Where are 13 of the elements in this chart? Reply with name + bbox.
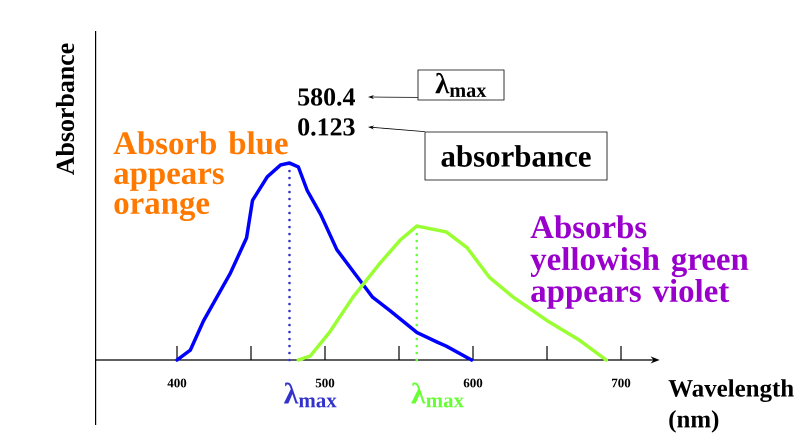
annotation: Absorb blue appears orange	[114, 131, 288, 222]
x-tick-label: 500	[316, 378, 334, 388]
annotation: Absorbs yellowish green appears violet	[530, 215, 748, 309]
ref-line-label: λ$_{max}$	[411, 382, 464, 408]
text: 580.4	[298, 88, 355, 106]
text: λ$_{max}$	[435, 72, 486, 98]
x-tick-label: 700	[612, 378, 630, 388]
text: 0.123	[298, 118, 355, 136]
annotation: absorbance	[442, 145, 591, 167]
x-axis-title: Wavelength (nm)	[668, 379, 794, 433]
y-axis-title: Absorbance	[56, 43, 74, 175]
x-tick-label: 400	[167, 378, 186, 388]
x-tick-label: 600	[464, 378, 482, 388]
